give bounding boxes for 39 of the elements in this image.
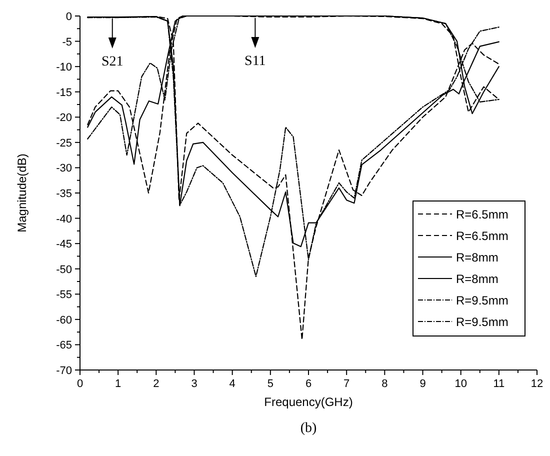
y-tick-label: -10 (56, 62, 72, 74)
y-tick-label: -45 (56, 238, 72, 251)
x-tick-label: 11 (493, 378, 505, 390)
x-tick-label: 12 (530, 378, 544, 390)
y-axis-title: Magnitude(dB) (15, 154, 29, 232)
x-tick-label: 2 (153, 378, 160, 390)
x-tick-label: 8 (382, 378, 388, 390)
legend-label: R=6.5mm (456, 229, 508, 243)
y-tick-label: -65 (56, 340, 72, 352)
y-tick-label: -55 (56, 289, 72, 302)
y-tick-label: -5 (62, 36, 72, 48)
x-tick-label: 7 (344, 378, 350, 390)
y-tick-label: -70 (56, 365, 72, 377)
x-tick-label: 4 (229, 378, 236, 390)
y-tick-label: -20 (56, 112, 72, 124)
annotation: S21 (101, 54, 124, 70)
x-tick-label: 3 (191, 378, 198, 390)
legend-label: R=9.5mm (456, 294, 508, 308)
x-tick-label: 0 (76, 378, 84, 390)
legend-label: R=8mm (456, 250, 498, 264)
y-tick-label: -25 (56, 137, 72, 150)
y-tick-label: -40 (56, 213, 72, 226)
legend-label: R=8mm (456, 272, 498, 286)
x-tick-label: 5 (267, 378, 274, 390)
text: (b) (300, 421, 317, 436)
x-axis-title: Frequency(GHz) (264, 395, 353, 409)
x-tick-label: 6 (305, 378, 312, 390)
y-tick-label: 0 (66, 11, 72, 23)
annotation: S11 (244, 54, 266, 70)
y-tick-label: -50 (56, 264, 72, 276)
y-tick-label: -60 (56, 314, 72, 326)
legend-label: R=9.5mm (456, 315, 508, 329)
x-tick-label: 10 (454, 378, 467, 390)
y-tick-label: -30 (56, 162, 72, 175)
y-tick-label: -35 (56, 188, 72, 200)
legend-label: R=6.5mm (456, 208, 508, 222)
x-tick-label: 9 (420, 378, 426, 390)
x-tick-label: 1 (115, 378, 122, 390)
y-tick-label: -15 (56, 86, 72, 99)
